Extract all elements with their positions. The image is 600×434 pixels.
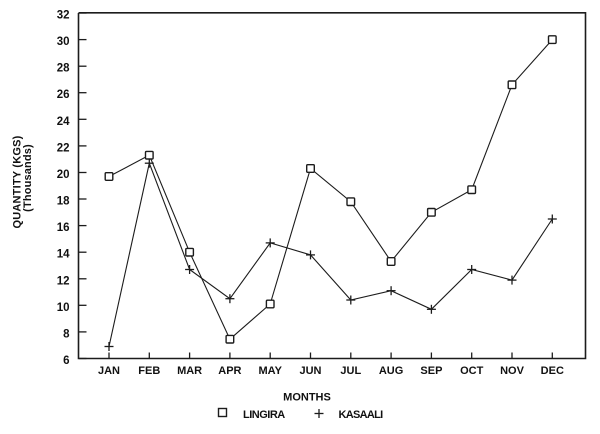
svg-text:OCT: OCT bbox=[460, 365, 484, 377]
svg-text:28: 28 bbox=[57, 63, 70, 75]
svg-text:24: 24 bbox=[57, 116, 70, 128]
svg-text:QUANTITY (KGS): QUANTITY (KGS) bbox=[12, 135, 24, 228]
svg-text:JAN: JAN bbox=[98, 365, 120, 377]
svg-text:SEP: SEP bbox=[420, 365, 442, 377]
svg-text:LINGIRA: LINGIRA bbox=[243, 409, 285, 421]
svg-text:NOV: NOV bbox=[500, 365, 525, 377]
svg-text:26: 26 bbox=[57, 89, 70, 101]
svg-text:MAR: MAR bbox=[177, 365, 202, 377]
svg-text:KASAALI: KASAALI bbox=[339, 409, 384, 421]
svg-text:APR: APR bbox=[218, 365, 241, 377]
svg-text:14: 14 bbox=[57, 249, 70, 261]
svg-text:32: 32 bbox=[57, 10, 70, 22]
svg-text:20: 20 bbox=[57, 169, 70, 181]
svg-text:18: 18 bbox=[57, 196, 70, 208]
svg-text:(Thousands): (Thousands) bbox=[22, 144, 34, 212]
svg-text:FEB: FEB bbox=[138, 365, 160, 377]
svg-text:12: 12 bbox=[57, 275, 70, 287]
svg-text:JUN: JUN bbox=[299, 365, 321, 377]
svg-text:JUL: JUL bbox=[340, 365, 361, 377]
svg-text:30: 30 bbox=[57, 36, 70, 48]
svg-text:8: 8 bbox=[63, 328, 70, 340]
svg-text:6: 6 bbox=[63, 355, 69, 367]
svg-text:16: 16 bbox=[57, 222, 70, 234]
svg-text:22: 22 bbox=[57, 142, 70, 154]
svg-text:MAY: MAY bbox=[258, 365, 282, 377]
svg-text:MONTHS: MONTHS bbox=[283, 392, 331, 404]
svg-text:AUG: AUG bbox=[379, 365, 403, 377]
svg-text:DEC: DEC bbox=[541, 365, 564, 377]
svg-text:10: 10 bbox=[57, 302, 70, 314]
